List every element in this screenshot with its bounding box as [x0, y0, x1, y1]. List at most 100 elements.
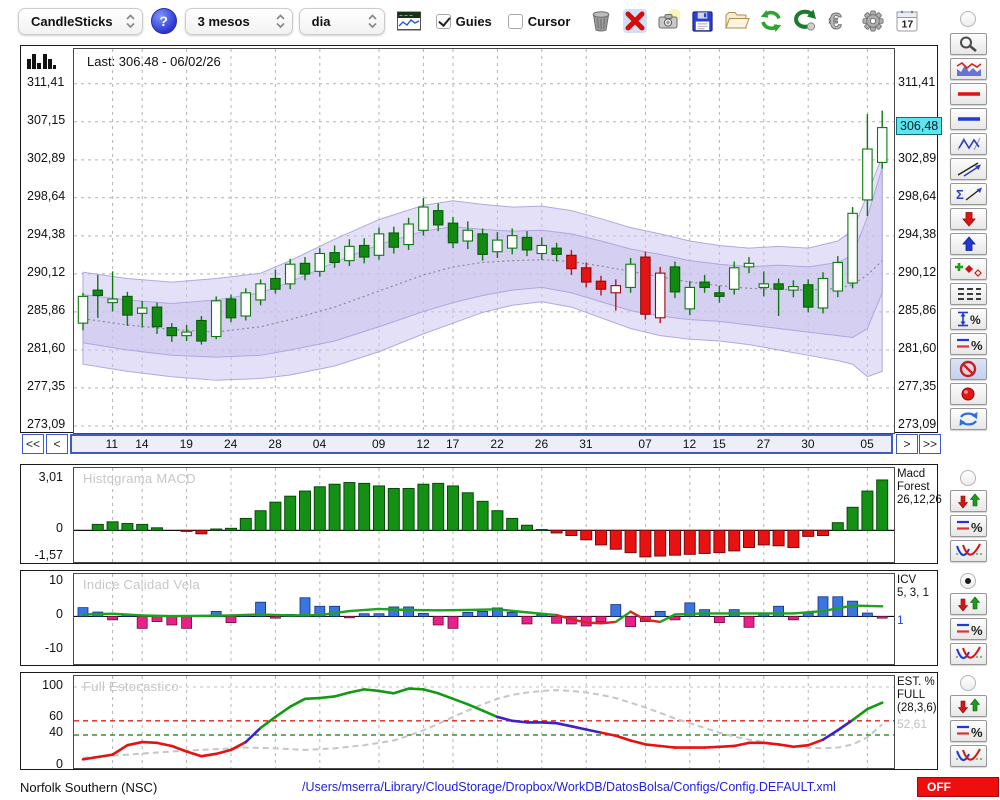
- blue-hline-tool-button[interactable]: [950, 108, 987, 130]
- swap-arrows-icon: [954, 410, 984, 428]
- currency-button[interactable]: €: [822, 6, 855, 36]
- nav-date-label: 31: [579, 437, 592, 451]
- delete-button[interactable]: [618, 6, 651, 36]
- y-tick-label: 302,89: [27, 151, 65, 165]
- y-tick-label: 285,86: [27, 303, 65, 317]
- lines-percent-button[interactable]: %: [950, 333, 987, 355]
- guies-checkbox-row[interactable]: Guies: [436, 14, 492, 29]
- nav-date-label: 05: [860, 437, 873, 451]
- range-percent-button[interactable]: %: [950, 308, 987, 330]
- radio-icv[interactable]: [960, 573, 976, 589]
- main-y-axis-right: 306,48 311,41302,89298,64294,38290,12285…: [895, 46, 939, 432]
- icv-curve-button[interactable]: [950, 643, 987, 665]
- settings-button[interactable]: [856, 6, 889, 36]
- y-tick-label: 273,09: [898, 417, 936, 431]
- config-path-link[interactable]: /Users/mserra/Library/CloudStorage/Dropb…: [302, 780, 836, 794]
- macd-curve-button[interactable]: [950, 540, 987, 562]
- refresh-button[interactable]: [754, 6, 787, 36]
- macd-title: Histograma MACD: [83, 471, 196, 486]
- svg-text:Σ: Σ: [956, 187, 964, 202]
- interval-select[interactable]: dia: [299, 8, 385, 35]
- trendline-tool-button[interactable]: [950, 158, 987, 180]
- nav-date-label: 26: [535, 437, 548, 451]
- help-button[interactable]: ?: [151, 8, 177, 34]
- icv-panel: 100-10 Indice Calidad Vela ICV 5, 3, 1 1: [20, 570, 938, 666]
- volume-chart-button[interactable]: [950, 58, 987, 80]
- y-tick-label: 0: [56, 607, 63, 621]
- guies-checkbox[interactable]: [436, 14, 451, 29]
- symbol-name: Norfolk Southern (NSC): [20, 780, 157, 795]
- cursor-checkbox-row[interactable]: Cursor: [508, 14, 571, 29]
- add-markers-button[interactable]: [950, 258, 987, 280]
- nav-next-button[interactable]: >: [896, 434, 918, 454]
- guies-label: Guies: [456, 14, 492, 29]
- nav-last-button[interactable]: >>: [919, 434, 941, 454]
- record-button[interactable]: [950, 383, 987, 405]
- nav-date-label: 09: [372, 437, 385, 451]
- stoch-curve-button[interactable]: [950, 745, 987, 767]
- v-curves-icon: [954, 747, 984, 765]
- sigma-tool-button[interactable]: Σ: [950, 183, 987, 205]
- open-button[interactable]: [720, 6, 753, 36]
- chart-type-select[interactable]: CandleSticks: [18, 8, 143, 35]
- macd-signals-button[interactable]: [950, 490, 987, 512]
- main-y-axis-left: 311,41307,15302,89298,64294,38290,12285,…: [21, 46, 73, 432]
- chart-type-value: CandleSticks: [31, 14, 113, 29]
- macd-plot[interactable]: [73, 467, 895, 563]
- radio-stoch[interactable]: [960, 675, 976, 691]
- toolbar: CandleSticks ? 3 mesos dia Guies Cursor …: [0, 0, 945, 42]
- red-hline-tool-button[interactable]: [950, 83, 987, 105]
- stochastic-panel: 10060400 Full Estocastico EST. % FULL (2…: [20, 672, 938, 770]
- macd-lines-percent-button[interactable]: %: [950, 515, 987, 537]
- trash-button[interactable]: [584, 6, 617, 36]
- time-scrollbar[interactable]: 111419242804091217222631071215273005: [70, 434, 893, 454]
- stoch-signals-button[interactable]: [950, 695, 987, 717]
- macd-params-line: 26,12,26: [897, 494, 939, 507]
- main-price-plot[interactable]: [73, 48, 895, 434]
- zoom-tool-button[interactable]: [950, 33, 987, 55]
- cursor-label: Cursor: [528, 14, 571, 29]
- off-toggle-button[interactable]: OFF: [917, 777, 999, 797]
- red-down-arrow-icon: [954, 210, 984, 228]
- stochastic-plot[interactable]: [73, 675, 895, 769]
- down-up-arrows-icon: [954, 492, 984, 510]
- swap-button[interactable]: [950, 408, 987, 430]
- nav-date-label: 12: [416, 437, 429, 451]
- stoch-lines-percent-button[interactable]: %: [950, 720, 987, 742]
- chevron-updown-icon: [275, 13, 286, 30]
- nav-first-button[interactable]: <<: [22, 434, 44, 454]
- open-folder-icon: [723, 8, 750, 34]
- radio-macd[interactable]: [960, 470, 976, 486]
- icv-lines-percent-button[interactable]: %: [950, 618, 987, 640]
- chart-window-button[interactable]: [393, 6, 426, 36]
- stochastic-title: Full Estocastico: [83, 679, 179, 694]
- channel-tool-button[interactable]: [950, 133, 987, 155]
- nav-prev-button[interactable]: <: [46, 434, 68, 454]
- radio-main[interactable]: [960, 11, 976, 27]
- y-tick-label: -10: [45, 641, 63, 655]
- snapshot-button[interactable]: [652, 6, 685, 36]
- buy-marker-button[interactable]: [950, 233, 987, 255]
- levels-list-button[interactable]: [950, 283, 987, 305]
- cursor-checkbox[interactable]: [508, 14, 523, 29]
- calendar-icon: 17: [894, 8, 920, 34]
- chart-window-icon: [396, 10, 422, 32]
- calendar-button[interactable]: 17: [890, 6, 923, 36]
- reload-data-button[interactable]: [788, 6, 821, 36]
- help-glyph: ?: [159, 13, 168, 29]
- svg-text:%: %: [971, 623, 983, 638]
- record-dot-icon: [954, 385, 984, 403]
- camera-icon: [656, 8, 682, 34]
- sell-marker-button[interactable]: [950, 208, 987, 230]
- nav-date-label: 19: [180, 437, 193, 451]
- save-button[interactable]: [686, 6, 719, 36]
- zigzag-channel-icon: [954, 135, 984, 153]
- magnifier-icon: [954, 35, 984, 53]
- y-tick-label: 294,38: [27, 227, 65, 241]
- icv-signals-button[interactable]: [950, 593, 987, 615]
- nav-date-label: 07: [638, 437, 651, 451]
- macd-params-line: Forest: [897, 481, 939, 494]
- y-tick-label: 3,01: [39, 470, 63, 484]
- period-select[interactable]: 3 mesos: [185, 8, 293, 35]
- disable-button[interactable]: [950, 358, 987, 380]
